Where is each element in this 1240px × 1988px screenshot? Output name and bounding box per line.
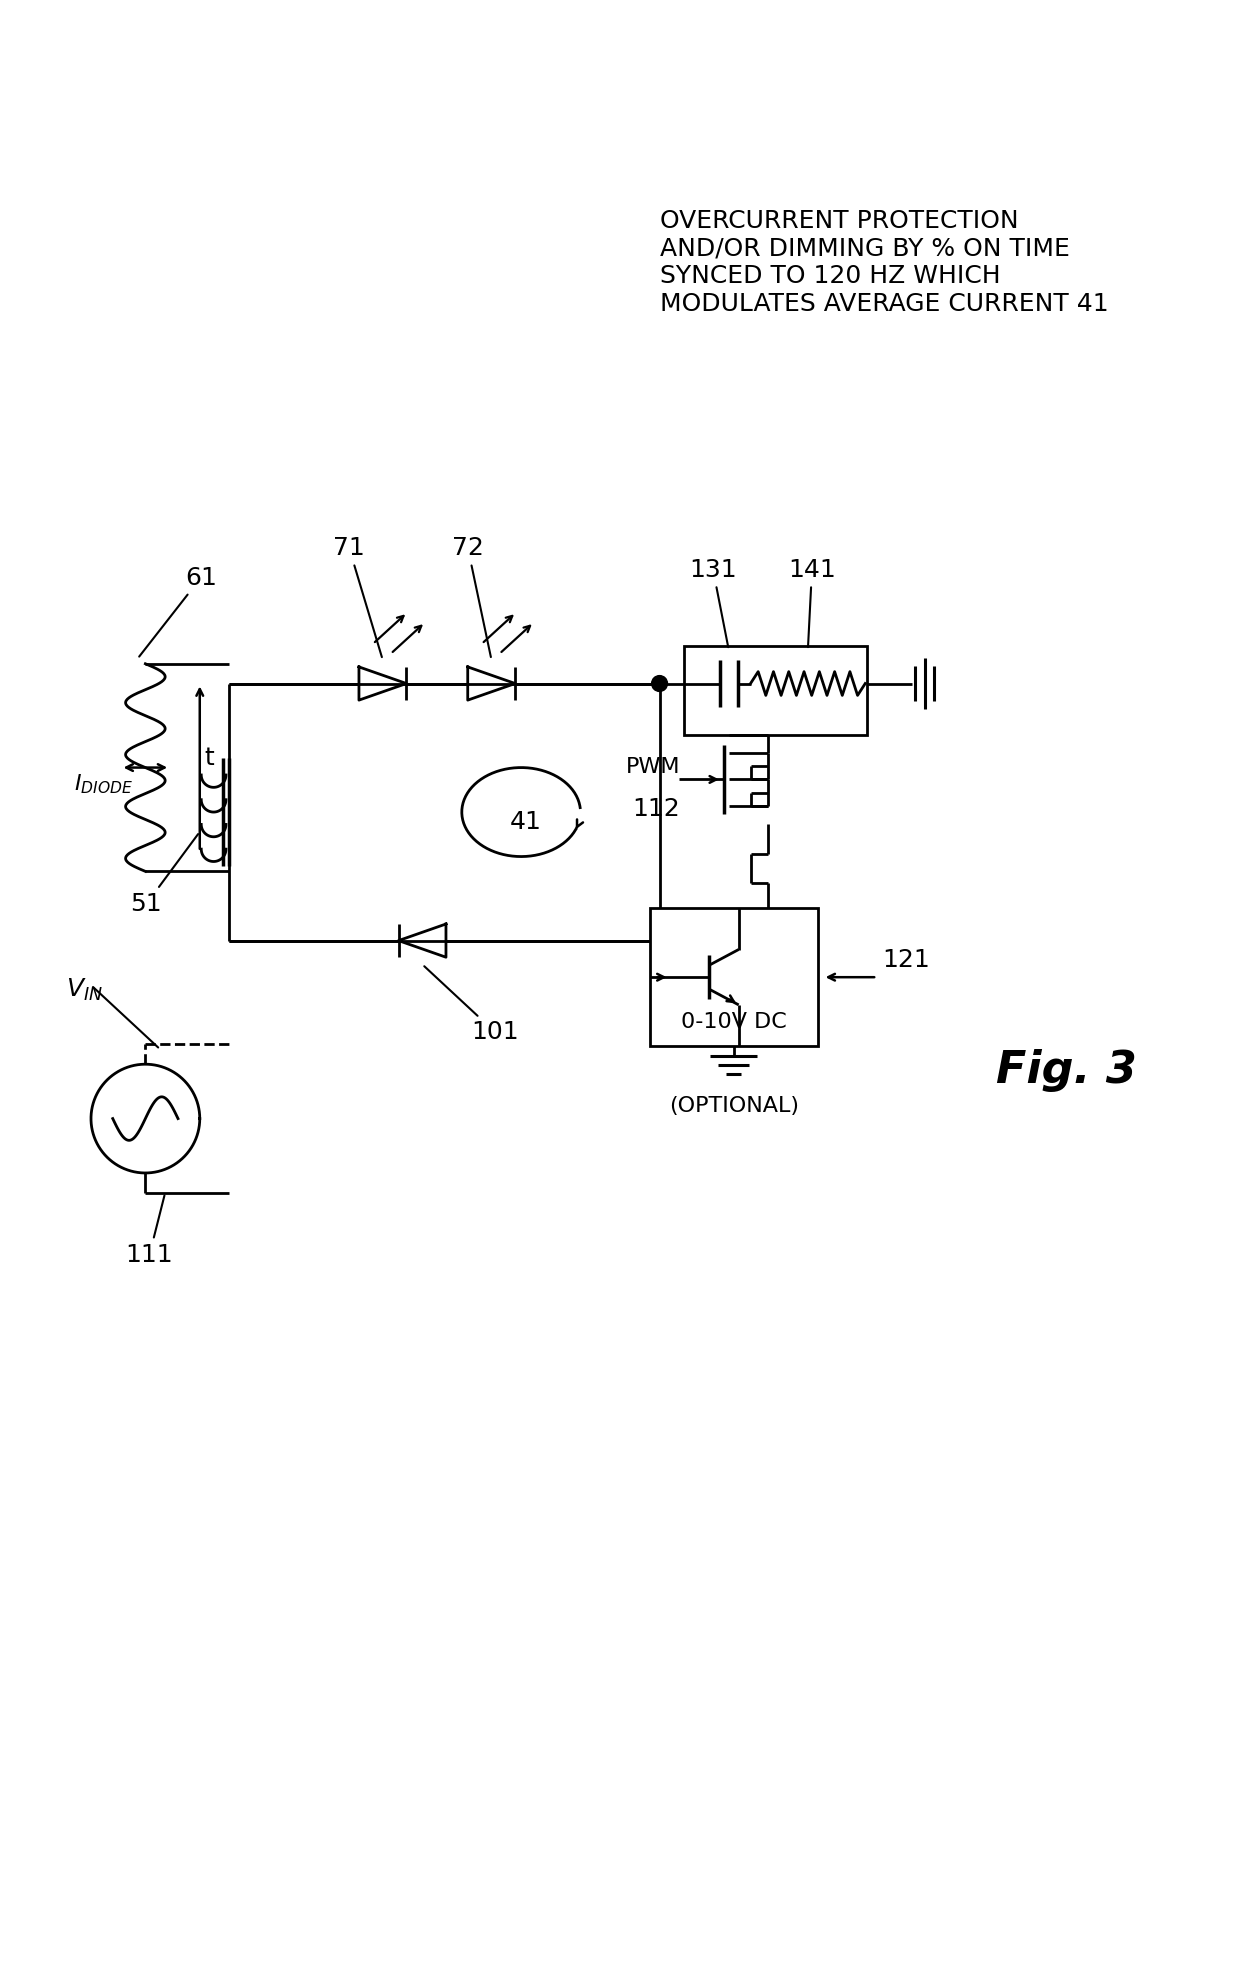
Text: 111: 111 [125,1195,174,1266]
Circle shape [652,676,667,692]
Text: $I_{DIODE}$: $I_{DIODE}$ [74,773,134,795]
Text: Fig. 3: Fig. 3 [996,1050,1137,1091]
Text: t: t [205,746,215,769]
Text: 41: 41 [510,809,542,833]
Text: 141: 141 [789,559,836,648]
Text: 121: 121 [882,948,930,972]
Text: 0-10V DC: 0-10V DC [681,1012,786,1032]
Text: 71: 71 [334,537,382,658]
Text: (OPTIONAL): (OPTIONAL) [668,1095,799,1115]
Text: 61: 61 [139,567,217,656]
Bar [650,909,817,1046]
Text: OVERCURRENT PROTECTION
AND/OR DIMMING BY % ON TIME
SYNCED TO 120 HZ WHICH
MODULA: OVERCURRENT PROTECTION AND/OR DIMMING BY… [660,209,1109,316]
Text: $V_{IN}$: $V_{IN}$ [66,978,103,1004]
Bar [684,646,867,736]
Text: 131: 131 [689,559,737,648]
Text: 101: 101 [424,966,520,1044]
Text: 51: 51 [130,835,198,916]
Text: PWM: PWM [626,757,681,777]
Text: 72: 72 [451,537,491,658]
Text: 112: 112 [632,797,681,821]
